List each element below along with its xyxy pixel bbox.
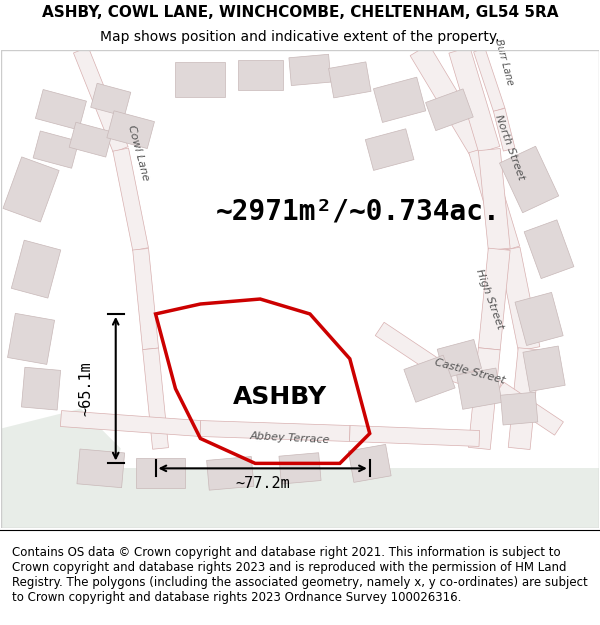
Bar [373,77,426,122]
Bar [11,240,61,298]
Polygon shape [499,247,540,351]
Bar [206,456,254,490]
Bar [437,339,482,378]
Bar [515,292,563,346]
Bar [136,458,185,488]
Text: Burr Lane: Burr Lane [493,38,515,87]
Text: High Street: High Street [474,268,505,331]
Text: Cowl Lane: Cowl Lane [127,124,151,181]
Polygon shape [1,468,599,528]
Bar [77,449,125,488]
Bar [91,83,131,116]
Polygon shape [1,409,121,528]
Polygon shape [493,108,515,151]
Polygon shape [200,421,350,441]
Bar [22,368,61,410]
Polygon shape [437,361,502,396]
Bar [524,220,574,279]
Text: ~2971m²/~0.734ac.: ~2971m²/~0.734ac. [215,198,500,226]
Bar [175,62,225,98]
Bar [425,89,473,131]
Bar [329,62,371,98]
Polygon shape [61,411,201,436]
Text: ASHBY, COWL LANE, WINCHCOMBE, CHELTENHAM, GL54 5RA: ASHBY, COWL LANE, WINCHCOMBE, CHELTENHAM… [42,5,558,20]
Polygon shape [375,322,444,376]
Bar [69,122,112,157]
Bar [107,111,154,149]
Polygon shape [410,44,488,155]
Bar [35,89,86,130]
Bar [238,60,283,90]
Polygon shape [113,148,148,251]
Bar [3,157,59,222]
Polygon shape [473,48,505,112]
Polygon shape [73,47,128,152]
Text: Map shows position and indicative extent of the property.: Map shows position and indicative extent… [100,31,500,44]
Bar [500,392,538,425]
Bar [33,131,79,168]
Text: North Street: North Street [493,113,526,181]
Text: Contains OS data © Crown copyright and database right 2021. This information is : Contains OS data © Crown copyright and d… [12,546,588,604]
Bar [404,355,455,402]
Text: ASHBY: ASHBY [233,384,327,409]
Bar [365,129,414,171]
Polygon shape [469,348,500,449]
Polygon shape [478,248,510,350]
Polygon shape [449,47,500,152]
Polygon shape [469,146,520,252]
Polygon shape [143,348,169,449]
Polygon shape [349,426,479,446]
Bar [499,146,559,212]
Bar [349,444,391,483]
Bar [523,346,565,391]
Polygon shape [133,248,158,349]
Bar [8,313,55,364]
Polygon shape [508,348,540,449]
Text: ~65.1m: ~65.1m [79,361,94,416]
Polygon shape [495,382,563,435]
Bar [289,54,331,86]
Text: ~77.2m: ~77.2m [235,476,290,491]
Bar [279,452,321,484]
Polygon shape [478,149,510,250]
Text: Castle Street: Castle Street [433,357,506,386]
Text: Abbey Terrace: Abbey Terrace [250,431,331,446]
Bar [457,368,502,409]
